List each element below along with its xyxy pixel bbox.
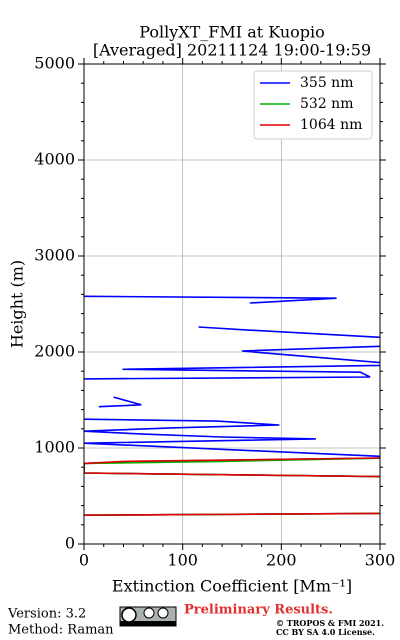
y-tick-label: 3000: [34, 246, 75, 265]
version: Version: 3.2: [7, 607, 86, 622]
copyright: © TROPOS & FMI 2021.: [276, 618, 384, 628]
status: Preliminary Results.: [184, 603, 333, 618]
chart-title: PollyXT_FMI at Kuopio: [139, 23, 325, 42]
method: Method: Raman: [8, 623, 114, 638]
license: CC BY SA 4.0 License.: [276, 627, 375, 637]
y-tick-label: 4000: [34, 150, 75, 169]
x-tick-label: 300: [365, 551, 396, 570]
x-tick-label: 100: [167, 551, 198, 570]
y-tick-label: 0: [65, 534, 75, 553]
profile-line: [84, 457, 380, 516]
x-axis-label: Extinction Coefficient [Mm⁻¹]: [112, 577, 352, 596]
cc-logo: [119, 606, 177, 627]
y-tick-label: 1000: [34, 438, 75, 457]
legend-box: [253, 70, 373, 140]
plot-frame: [83, 63, 381, 545]
plot-area: [84, 295, 380, 516]
legend-label: 532 nm: [300, 96, 353, 112]
x-tick-label: 200: [266, 551, 297, 570]
profile-line: [84, 295, 380, 516]
legend-label: 355 nm: [300, 75, 353, 91]
profile-line: [84, 457, 380, 516]
x-tick-label: 0: [79, 551, 89, 570]
y-tick-label: 2000: [34, 342, 75, 361]
chart-subtitle: [Averaged] 20211124 19:00-19:59: [93, 41, 371, 60]
y-axis-label: Height (m): [8, 260, 27, 348]
legend-label: 1064 nm: [300, 117, 362, 133]
y-tick-label: 5000: [34, 54, 75, 73]
